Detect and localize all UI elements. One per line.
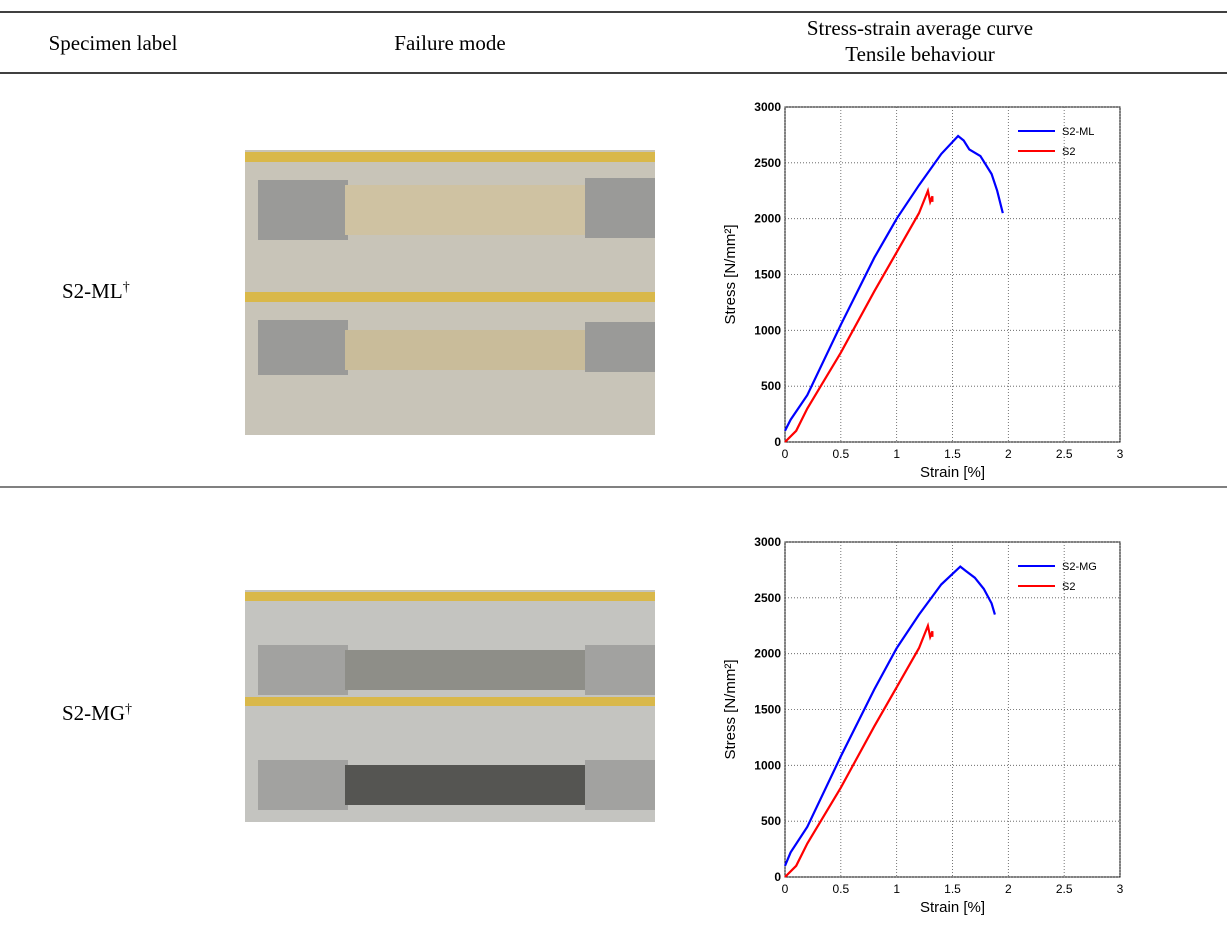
legend-label: S2-ML [1062, 126, 1094, 138]
y-tick-label: 1500 [754, 268, 781, 282]
x-tick-label: 2.5 [1056, 447, 1073, 461]
x-tick-label: 3 [1117, 447, 1124, 461]
y-tick-label: 2000 [754, 212, 781, 226]
specimen-label: S2-ML† [62, 279, 130, 303]
x-axis-label: Strain [%] [920, 464, 985, 481]
x-tick-label: 1.5 [944, 882, 961, 896]
x-tick-label: 2 [1005, 447, 1012, 461]
table-page: Specimen label Failure mode Stress-strai… [0, 0, 1227, 927]
y-tick-label: 3000 [754, 535, 781, 549]
legend-label: S2 [1062, 146, 1075, 158]
x-tick-label: 0.5 [832, 447, 849, 461]
photo [245, 150, 655, 435]
note-mark: † [123, 280, 130, 295]
y-tick-label: 0 [774, 870, 781, 884]
y-tick-label: 1000 [754, 758, 781, 772]
y-tick-label: 2500 [754, 156, 781, 170]
x-tick-label: 0 [782, 447, 789, 461]
y-axis-label: Stress [N/mm²] [722, 225, 739, 325]
header: Tensile behaviour [845, 42, 995, 66]
x-tick-label: 1 [893, 447, 900, 461]
x-axis-label: Strain [%] [920, 899, 985, 916]
chart: 0 0.5 1 1.5 2 2.5 3 0 500 1000 1500 2000 2500 3000 Str… [722, 535, 1124, 916]
x-tick-label: 2.5 [1056, 882, 1073, 896]
y-tick-label: 3000 [754, 100, 781, 114]
note-mark: † [125, 702, 132, 717]
y-tick-label: 500 [761, 379, 781, 393]
header: Stress-strain average curve [807, 16, 1033, 40]
header: Failure mode [394, 31, 505, 55]
x-tick-label: 1.5 [944, 447, 961, 461]
y-tick-label: 1000 [754, 323, 781, 337]
legend-label: S2-MG [1062, 561, 1097, 573]
x-tick-label: 0.5 [832, 882, 849, 896]
x-tick-label: 3 [1117, 882, 1124, 896]
header: Specimen label [49, 31, 178, 55]
x-tick-label: 1 [893, 882, 900, 896]
chart: 0 0.5 1 1.5 2 2.5 3 0 500 1000 1500 2000 2500 3000 Str… [722, 100, 1124, 481]
x-tick-label: 0 [782, 882, 789, 896]
y-axis-label: Stress [N/mm²] [722, 660, 739, 760]
y-tick-label: 0 [774, 435, 781, 449]
photo [245, 590, 655, 822]
y-tick-label: 2000 [754, 647, 781, 661]
y-tick-label: 1500 [754, 703, 781, 717]
y-tick-label: 2500 [754, 591, 781, 605]
legend-label: S2 [1062, 581, 1075, 593]
specimen-label: S2-MG† [62, 701, 132, 725]
x-tick-label: 2 [1005, 882, 1012, 896]
y-tick-label: 500 [761, 814, 781, 828]
